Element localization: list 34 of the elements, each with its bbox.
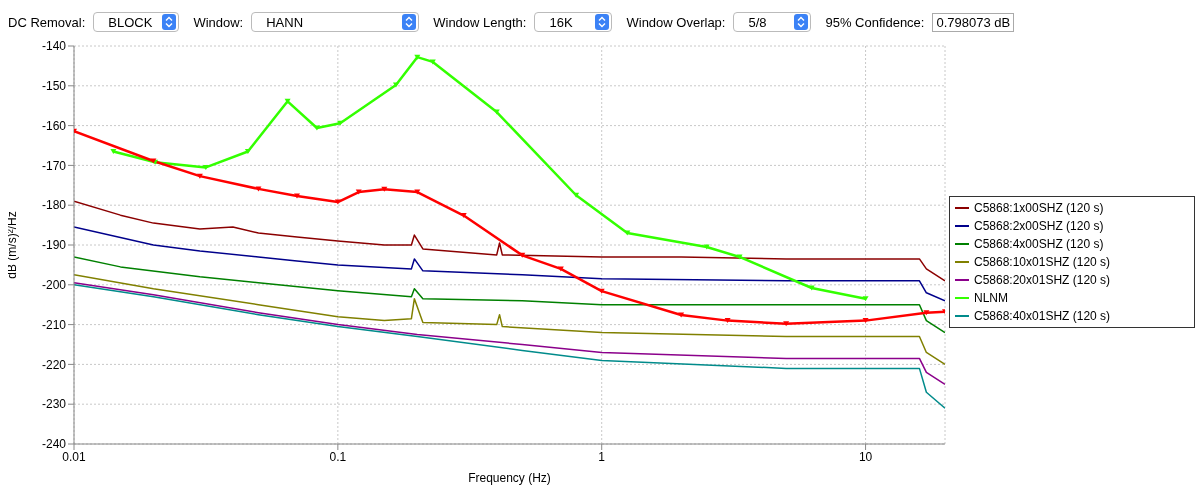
x-tick-label: 10 <box>858 449 873 464</box>
y-tick-label: -150 <box>41 79 67 94</box>
y-axis-title: dB (m/s)²/Hz <box>5 211 20 279</box>
y-tick-label: -140 <box>41 39 67 54</box>
y-tick-label: -170 <box>41 158 67 173</box>
dropdown-field: 5/8 <box>733 12 812 32</box>
text: Window: <box>193 14 244 30</box>
y-tick-label: -180 <box>41 198 67 213</box>
x-axis-title: Frequency (Hz) <box>468 471 551 485</box>
x-tick-label: 0.1 <box>329 449 347 464</box>
legend-label: C5868:20x01SHZ (120 s) <box>974 272 1111 289</box>
dropdown-field: BLOCK <box>93 12 180 32</box>
dropdown-field: 16K <box>534 12 613 32</box>
y-tick-label: -240 <box>41 437 67 452</box>
text: Window Length: <box>433 14 527 30</box>
y-tick-label: -210 <box>41 317 67 332</box>
text: DC Removal: <box>8 14 86 30</box>
legend-label: C5868:1x00SHZ (120 s) <box>974 200 1104 217</box>
legend-label: C5868:4x00SHZ (120 s) <box>974 236 1104 253</box>
y-tick-label: -200 <box>41 278 67 293</box>
dropdown-field: HANN <box>251 12 420 32</box>
text-field: 0.798073 dB <box>932 12 1015 32</box>
legend-label: C5868:40x01SHZ (120 s) <box>974 308 1111 325</box>
y-tick-label: -190 <box>41 238 67 253</box>
text: Window Overlap: <box>626 14 726 30</box>
y-tick-label: -160 <box>41 118 67 133</box>
text: 95% Confidence: <box>825 14 925 30</box>
x-tick-label: 0.01 <box>62 449 86 464</box>
x-tick-label: 1 <box>598 449 606 464</box>
legend-label: C5868:2x00SHZ (120 s) <box>974 218 1104 235</box>
legend-label: NLNM <box>974 290 1009 307</box>
y-tick-label: -230 <box>41 397 67 412</box>
y-tick-label: -220 <box>41 357 67 372</box>
legend-label: C5868:10x01SHZ (120 s) <box>974 254 1111 271</box>
